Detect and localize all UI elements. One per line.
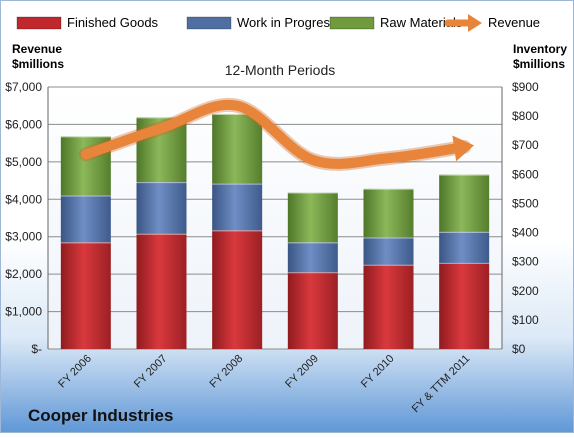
legend-item: Raw Materials	[329, 15, 463, 30]
legend-swatch	[186, 16, 232, 30]
bar-segment	[287, 192, 338, 243]
company-name: Cooper Industries	[28, 406, 173, 425]
right-axis-title: Inventory	[513, 42, 567, 56]
left-axis-unit: $millions	[12, 57, 64, 71]
right-tick-label: $500	[512, 196, 539, 210]
bar-segment	[363, 237, 414, 265]
bar-segment	[136, 182, 187, 234]
right-tick-label: $600	[512, 167, 539, 181]
legend-swatch	[329, 16, 375, 30]
bars-group	[60, 113, 490, 349]
chart-subtitle: 12-Month Periods	[225, 62, 336, 78]
right-tick-label: $300	[512, 255, 539, 269]
left-tick-label: $3,000	[5, 230, 42, 244]
bar-segment	[287, 242, 338, 273]
bar-segment	[212, 230, 263, 349]
right-axis-unit: $millions	[513, 57, 565, 71]
right-tick-label: $0	[512, 342, 526, 356]
bar-segment	[212, 183, 263, 231]
legend-label: Raw Materials	[380, 15, 463, 30]
right-tick-label: $800	[512, 109, 539, 123]
legend: Finished Goods Work in Progress Raw Materi…	[16, 14, 540, 32]
bar-segment	[287, 272, 338, 349]
bar-segment	[439, 262, 490, 349]
bar-segment	[212, 113, 263, 184]
legend-label: Work in Progress	[237, 15, 337, 30]
right-tick-label: $700	[512, 138, 539, 152]
bar-segment	[60, 242, 111, 349]
bar-segment	[439, 231, 490, 263]
left-tick-label: $5,000	[5, 155, 42, 169]
revenue-arrowhead	[452, 135, 475, 162]
bar-segment	[60, 195, 111, 243]
bar-segment	[439, 174, 490, 232]
left-tick-label: $7,000	[5, 80, 42, 94]
legend-label: Finished Goods	[67, 15, 159, 30]
legend-arrow-icon	[468, 14, 482, 32]
right-tick-label: $100	[512, 313, 539, 327]
left-tick-label: $6,000	[5, 117, 42, 131]
legend-item: Revenue	[444, 14, 540, 32]
bar-segment	[363, 188, 414, 238]
legend-item: Finished Goods	[16, 15, 159, 30]
left-tick-label: $1,000	[5, 305, 42, 319]
left-tick-label: $-	[31, 342, 42, 356]
left-axis-title: Revenue	[12, 42, 62, 56]
bar-segment	[136, 233, 187, 349]
revenue-line	[80, 99, 470, 169]
bar-segment	[363, 264, 414, 349]
right-tick-label: $200	[512, 284, 539, 298]
legend-label: Revenue	[488, 15, 540, 30]
left-tick-label: $2,000	[5, 267, 42, 281]
right-tick-label: $400	[512, 226, 539, 240]
right-tick-label: $900	[512, 80, 539, 94]
revenue-line-group	[78, 97, 475, 171]
legend-item: Work in Progress	[186, 15, 337, 30]
grid-lines	[47, 86, 503, 350]
legend-swatch	[16, 16, 62, 30]
left-tick-label: $4,000	[5, 192, 42, 206]
